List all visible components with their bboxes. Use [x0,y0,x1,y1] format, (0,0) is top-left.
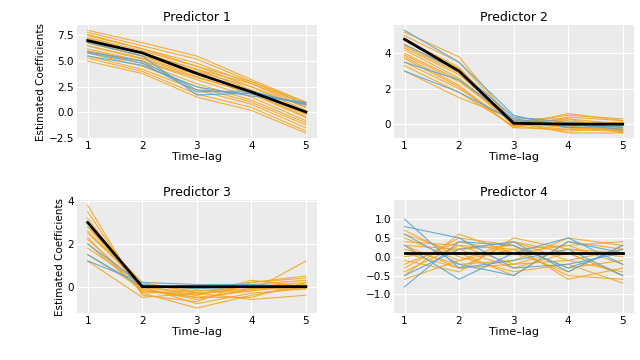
Title: Predictor 3: Predictor 3 [163,186,231,199]
X-axis label: Time–lag: Time–lag [172,327,222,337]
X-axis label: Time–lag: Time–lag [488,152,539,162]
X-axis label: Time–lag: Time–lag [488,327,539,337]
Y-axis label: Estimated Coefficients: Estimated Coefficients [36,23,46,141]
Y-axis label: Estimated Coefficients: Estimated Coefficients [54,198,65,316]
Title: Predictor 4: Predictor 4 [479,186,548,199]
Title: Predictor 2: Predictor 2 [479,11,548,24]
Title: Predictor 1: Predictor 1 [163,11,231,24]
X-axis label: Time–lag: Time–lag [172,152,222,162]
